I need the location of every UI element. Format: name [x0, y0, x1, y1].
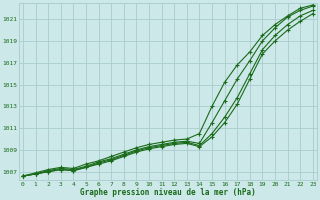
X-axis label: Graphe pression niveau de la mer (hPa): Graphe pression niveau de la mer (hPa): [80, 188, 256, 197]
